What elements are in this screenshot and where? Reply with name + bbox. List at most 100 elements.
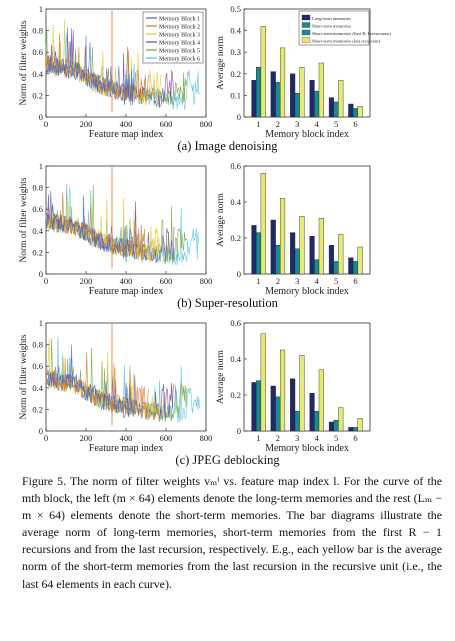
bar-legend-box [298,10,370,46]
x-tick-label: 6 [353,276,357,286]
line-legend-box [142,11,204,64]
legend-entry: Memory Block 3 [159,33,200,39]
block-1-curve [45,27,136,106]
x-tick-label: 400 [120,433,133,443]
x-tick-label: 5 [334,433,338,443]
y-tick-label: 1 [39,318,43,328]
x-tick-label: 0 [44,119,48,129]
short-term-first-bar [314,259,320,275]
x-tick-label: 4 [315,433,320,443]
y-tick-label: 1 [39,4,43,14]
long-term-bar [290,232,296,275]
legend-entry: Long-term memories [312,16,351,21]
x-tick-label: 5 [334,119,338,129]
y-axis-label: Average norm [216,349,226,404]
y-tick-label: 0 [39,426,43,436]
y-tick-label: 0.5 [230,4,241,14]
legend-entry: Short-term memories (last recursion) [312,39,380,44]
block-1-curve [45,344,136,418]
x-tick-label: 2 [276,119,280,129]
short-term-last-bar [299,216,305,275]
block-2-curve [45,192,149,263]
block-4-curve [45,194,175,263]
long-term-bar [251,382,257,432]
y-axis-label: Average norm [216,192,226,247]
x-tick-label: 1 [256,119,260,129]
legend-swatch [301,37,311,43]
short-term-last-bar [357,105,363,118]
short-term-last-bar [299,355,305,432]
long-term-bar [251,80,257,118]
short-term-first-bar [275,396,281,432]
y-tick-label: 0.4 [32,383,43,393]
long-term-bar [309,393,315,432]
x-axis-label: Feature map index [89,443,163,454]
x-tick-label: 200 [80,119,93,129]
x-tick-label: 600 [160,119,173,129]
legend-entry: Memory Block 6 [159,57,200,63]
x-axis-label: Feature map index [89,129,163,140]
subcaption-b: (b) Super-resolution [177,296,278,310]
bar-plot-frame [243,165,371,275]
short-term-last-bar [280,198,286,275]
x-tick-label: 800 [200,433,213,443]
y-tick-label: 0 [237,426,241,436]
x-axis-label: Memory block index [265,129,349,140]
short-term-first-bar [256,232,262,275]
x-tick-label: 0 [44,433,48,443]
y-tick-label: 0.2 [32,404,43,414]
long-term-bar [309,235,315,275]
y-tick-label: 0.1 [230,90,241,100]
short-term-first-bar [294,411,300,432]
y-tick-label: 0.6 [32,47,43,57]
x-tick-label: 1 [256,276,260,286]
short-term-first-bar [256,67,262,118]
y-tick-label: 0.3 [230,47,241,57]
subcaption-c: (c) JPEG deblocking [175,453,280,467]
short-term-first-bar [294,248,300,275]
y-tick-label: 0.8 [32,340,43,350]
short-term-last-bar [318,369,324,432]
y-tick-label: 0.6 [32,361,43,371]
x-tick-label: 3 [295,433,299,443]
short-term-first-bar [256,380,262,432]
short-term-last-bar [338,234,344,275]
short-term-last-bar [260,333,266,432]
legend-swatch [301,22,311,28]
short-term-last-bar [260,172,266,275]
y-tick-label: 0.4 [32,226,43,236]
x-tick-label: 3 [295,276,299,286]
short-term-first-bar [314,411,320,432]
figure-caption: Figure 5. The norm of filter weights vₘˡ… [22,473,442,593]
short-term-first-bar [275,244,281,275]
x-tick-label: 0 [44,276,48,286]
y-tick-label: 0.2 [230,390,241,400]
y-tick-label: 0.4 [230,354,241,364]
long-term-bar [270,385,276,432]
legend-entry: Memory Block 4 [159,41,200,47]
short-term-first-bar [352,108,359,118]
short-term-last-bar [357,418,363,432]
y-axis-label: Norm of filter weights [18,20,29,106]
x-tick-label: 400 [120,276,133,286]
short-term-last-bar [280,47,286,118]
y-tick-label: 0.4 [230,197,241,207]
x-tick-label: 6 [353,433,357,443]
long-term-bar [328,244,335,275]
long-term-bar [328,97,335,118]
short-term-last-bar [280,349,286,432]
x-tick-label: 800 [200,119,213,129]
x-tick-label: 5 [334,276,338,286]
long-term-bar [290,378,296,432]
x-tick-label: 4 [315,276,320,286]
y-tick-label: 0.8 [32,26,43,36]
y-tick-label: 0 [39,112,43,122]
y-tick-label: 0.2 [230,69,241,79]
x-tick-label: 1 [256,433,260,443]
legend-entry: Memory Block 1 [159,17,200,23]
x-tick-label: 2 [276,276,280,286]
long-term-bar [348,103,354,118]
x-axis-label: Memory block index [265,443,349,454]
y-tick-label: 0.2 [32,90,43,100]
